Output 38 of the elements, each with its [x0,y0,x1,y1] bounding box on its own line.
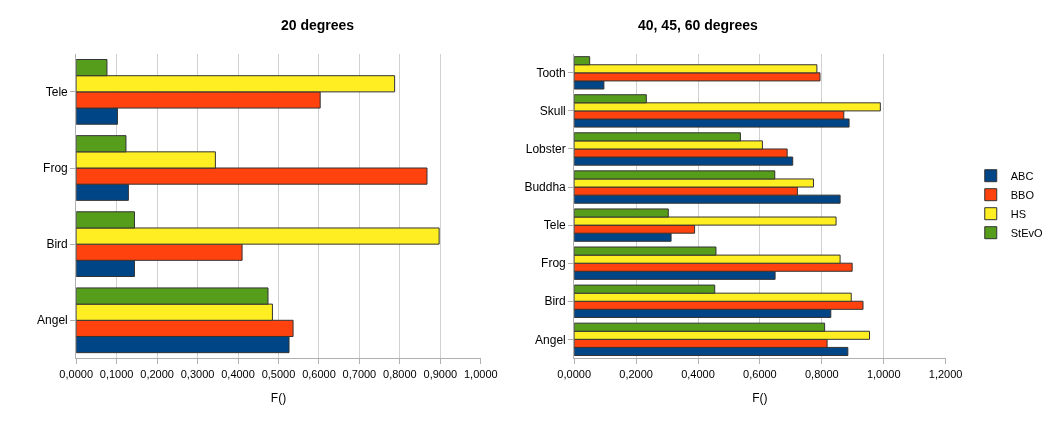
x-axis-title: F() [752,391,768,406]
x-tick-label: 0,6000 [743,367,777,380]
chart-title: 20 degrees [281,17,355,33]
y-tick-label: Angel [37,313,68,328]
y-tick-label: Tele [45,85,69,100]
legend-label: ABC [1010,169,1034,182]
x-tick-label: 0,5000 [261,367,296,380]
y-tick-label: Frog [43,161,68,176]
legend-label: HS [1010,207,1027,220]
x-tick-label: 0,0000 [59,367,94,380]
y-tick-label: Tooth [536,66,566,81]
x-tick-label: 0,4000 [221,367,255,380]
x-tick-label: 0,2000 [140,367,174,380]
y-tick-label: Lobster [525,142,566,157]
x-axis-title: F() [270,391,287,406]
x-tick-label: 0,7000 [342,367,377,380]
y-tick-label: Angel [535,332,566,347]
x-tick-label: 0,4000 [681,367,715,380]
y-tick-label: Tele [543,218,567,233]
x-tick-label: 0,8000 [383,367,417,380]
x-tick-label: 0,3000 [180,367,215,380]
legend-label: StEvO [1010,226,1043,239]
y-tick-label: Bird [46,237,68,252]
x-tick-label: 0,9000 [423,367,458,380]
y-tick-label: Bird [544,294,566,309]
y-tick-label: Buddha [524,180,567,195]
chart-title: 40, 45, 60 degrees [638,17,759,33]
x-tick-label: 0,8000 [805,367,839,380]
x-tick-label: 1,0000 [463,367,498,380]
y-tick-label: Frog [541,256,566,271]
y-tick-label: Skull [539,104,566,119]
x-tick-label: 1,2000 [928,367,963,380]
x-tick-label: 1,0000 [866,367,901,380]
x-tick-label: 0,2000 [619,367,653,380]
x-tick-label: 0,1000 [99,367,134,380]
x-tick-label: 0,6000 [302,367,336,380]
x-tick-label: 0,0000 [557,367,592,380]
legend-label: BBO [1010,188,1035,201]
